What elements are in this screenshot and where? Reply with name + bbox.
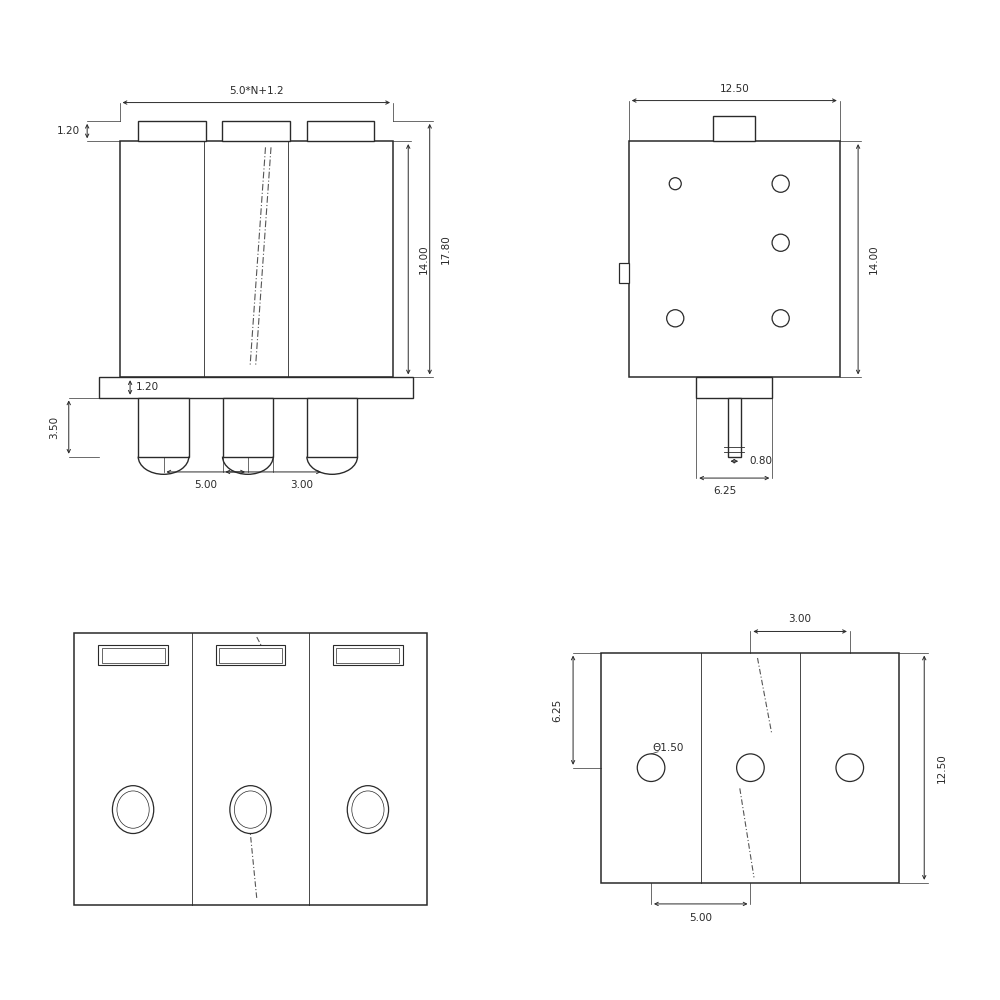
Text: 5.00: 5.00	[689, 913, 712, 923]
Circle shape	[669, 178, 681, 190]
Text: 3.00: 3.00	[789, 614, 812, 624]
Bar	[601, 653, 899, 883]
Bar	[333, 645, 403, 665]
Text: 14.00: 14.00	[869, 244, 879, 274]
Text: 5.00: 5.00	[194, 480, 217, 490]
Bar	[336, 648, 399, 663]
Text: 0.80: 0.80	[750, 456, 773, 466]
Bar	[138, 398, 189, 457]
Circle shape	[772, 310, 789, 327]
Text: 6.25: 6.25	[552, 699, 562, 722]
Text: 6.25: 6.25	[713, 486, 737, 496]
Circle shape	[637, 754, 665, 781]
Text: 17.80: 17.80	[440, 234, 450, 264]
Ellipse shape	[117, 791, 149, 828]
Text: 12.50: 12.50	[937, 753, 947, 783]
Bar	[219, 648, 282, 663]
Bar	[222, 121, 290, 141]
Text: Θ1.50: Θ1.50	[653, 743, 684, 753]
Bar	[98, 645, 168, 665]
Bar	[120, 141, 393, 377]
Bar	[696, 377, 772, 398]
Ellipse shape	[352, 791, 384, 828]
Ellipse shape	[234, 791, 267, 828]
Text: 3.50: 3.50	[50, 416, 60, 439]
Text: 1.20: 1.20	[136, 382, 159, 392]
Bar	[74, 633, 427, 905]
Bar	[629, 141, 840, 377]
Ellipse shape	[112, 786, 154, 834]
Text: 1.20: 1.20	[56, 126, 79, 136]
Ellipse shape	[347, 786, 389, 834]
Bar	[307, 398, 357, 457]
Text: 12.50: 12.50	[719, 84, 749, 94]
Circle shape	[737, 754, 764, 781]
Bar	[728, 398, 741, 457]
Ellipse shape	[230, 786, 271, 834]
Circle shape	[836, 754, 864, 781]
Bar	[138, 121, 206, 141]
Bar	[223, 398, 273, 457]
Text: 5.0*N+1.2: 5.0*N+1.2	[229, 86, 284, 96]
Circle shape	[667, 310, 684, 327]
Bar	[102, 648, 165, 663]
Bar	[619, 263, 629, 283]
Circle shape	[772, 175, 789, 192]
Text: 3.00: 3.00	[290, 480, 313, 490]
Bar	[307, 121, 374, 141]
Circle shape	[772, 234, 789, 251]
Bar	[713, 116, 755, 141]
Bar	[216, 645, 285, 665]
Text: 14.00: 14.00	[419, 244, 429, 274]
Bar	[99, 377, 413, 398]
